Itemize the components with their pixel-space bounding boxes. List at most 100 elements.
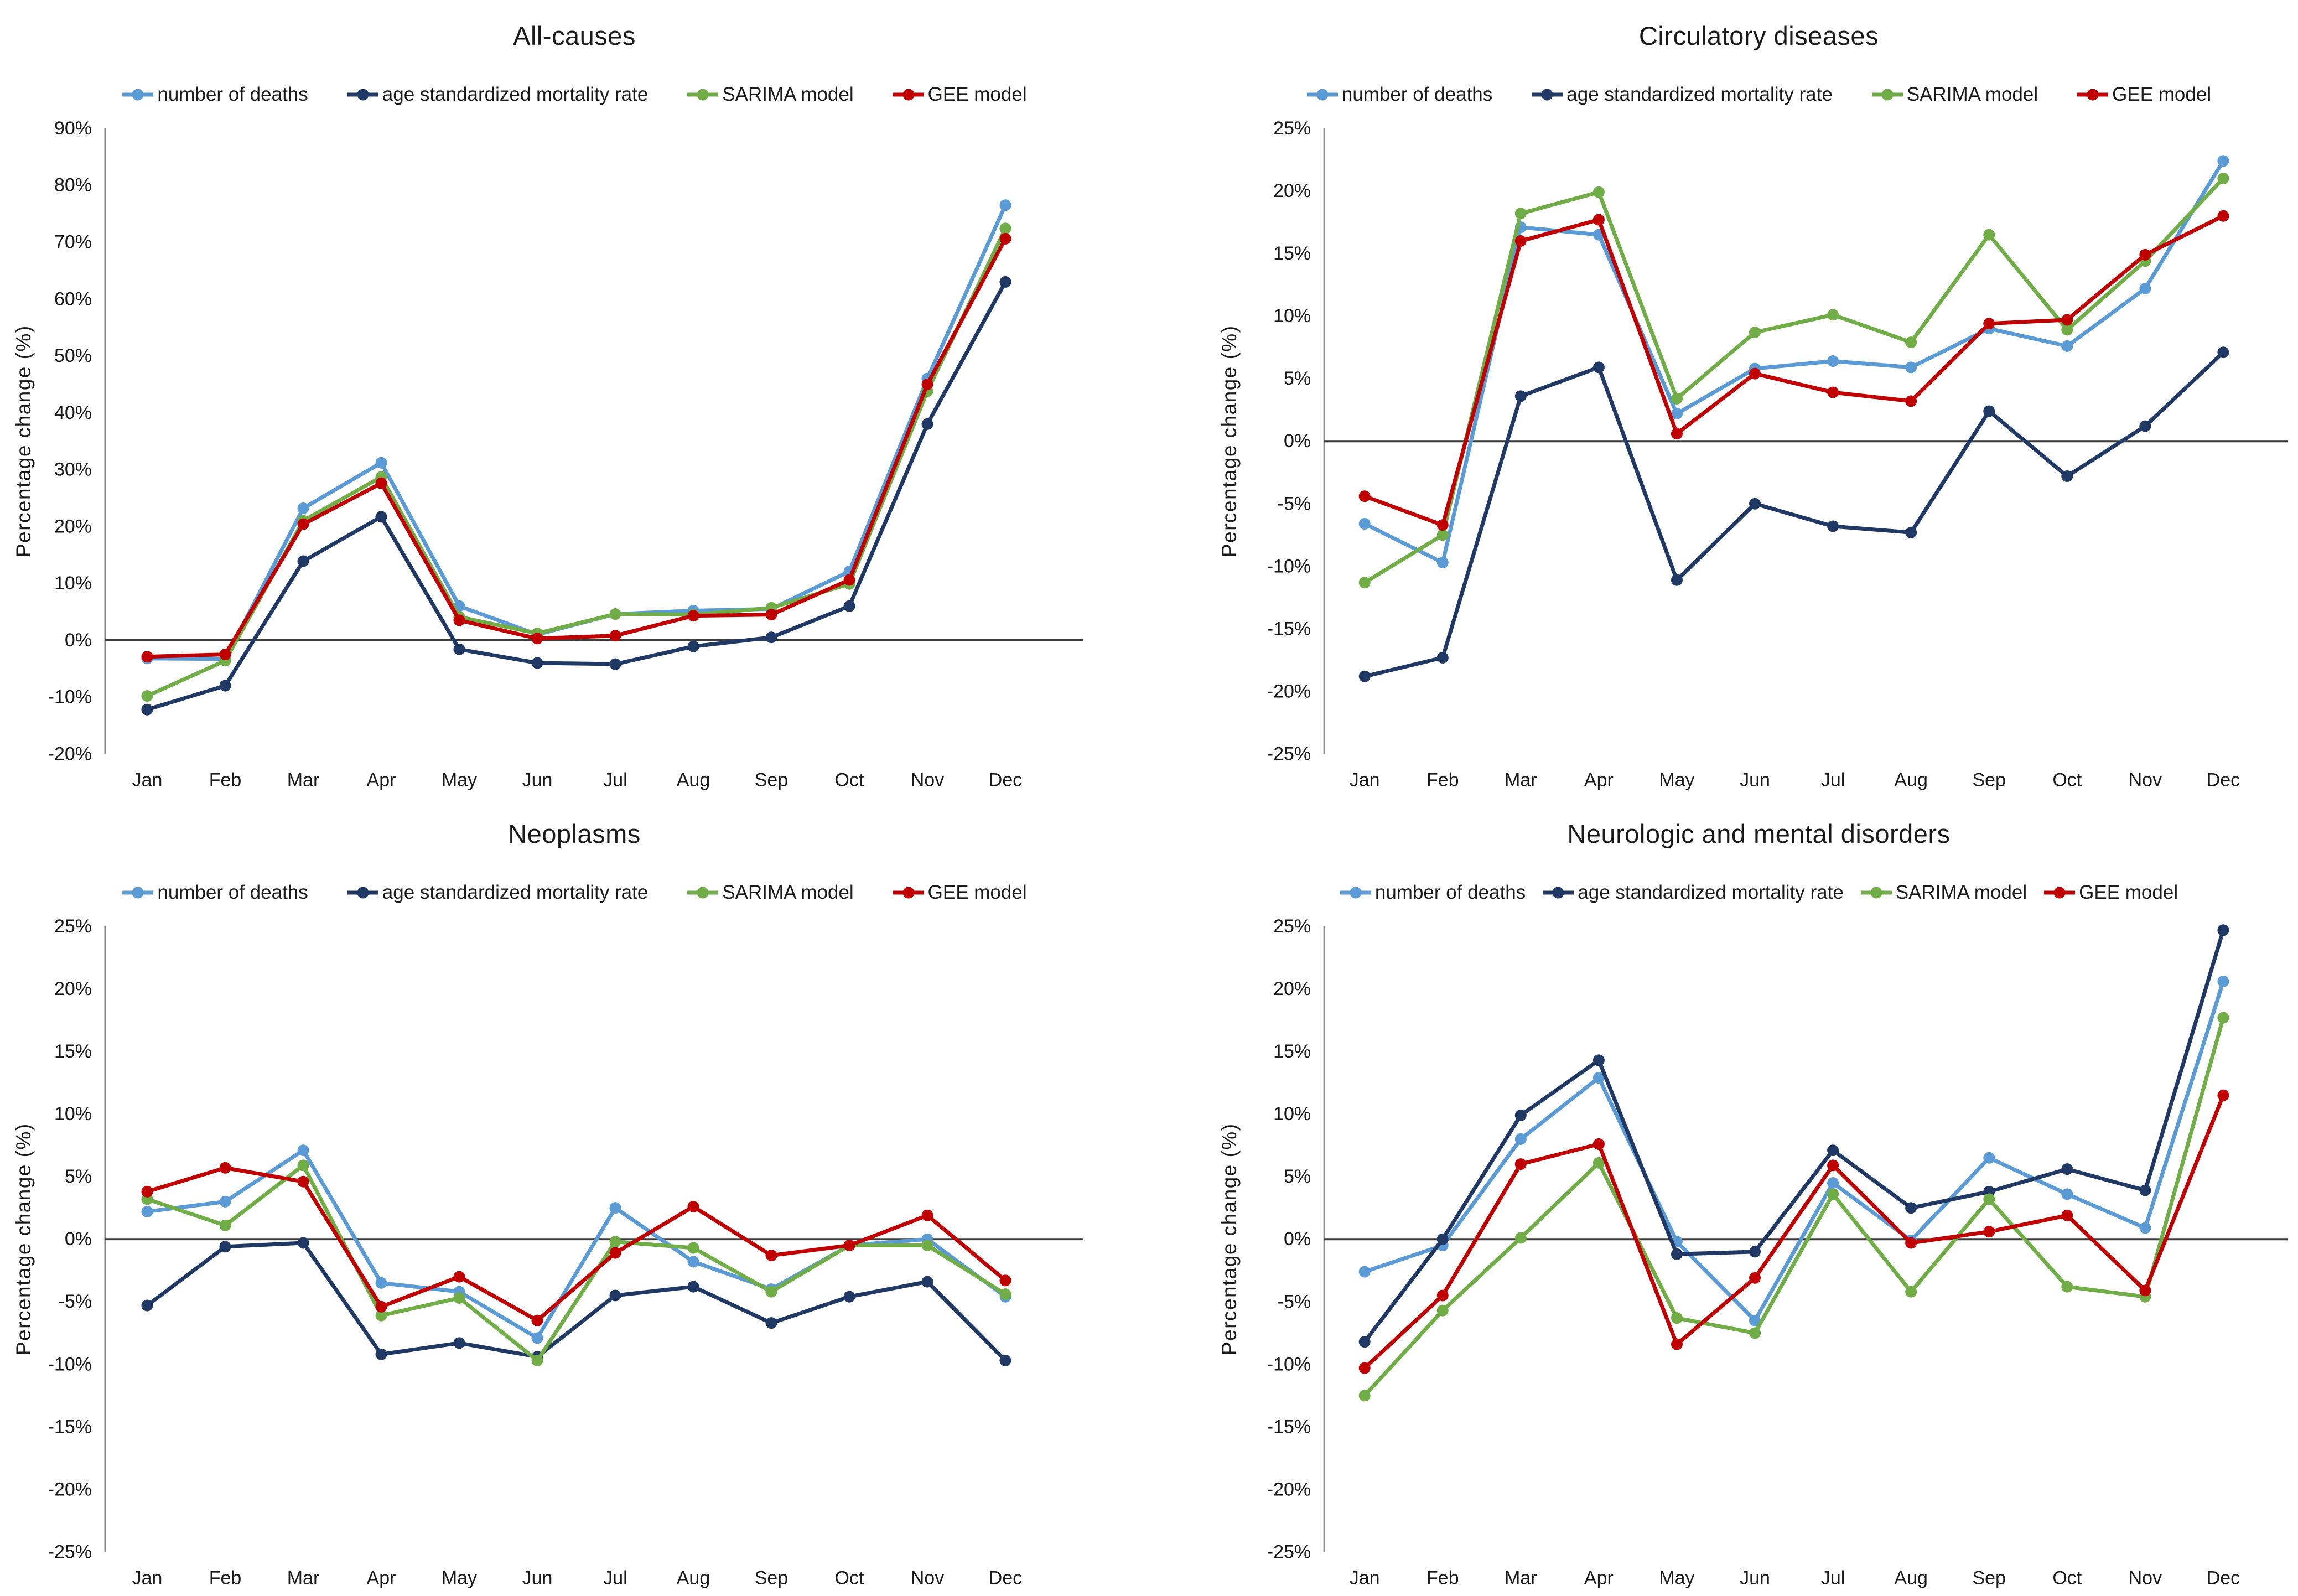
data-point-number-of-deaths [1827, 355, 1839, 367]
panel-title: Neoplasms [508, 819, 641, 849]
legend-line-marker-icon [1860, 887, 1892, 899]
legend-item-number-of-deaths: number of deaths [122, 882, 308, 904]
x-tick-label: Jun [522, 1567, 553, 1588]
x-tick-label: Nov [2129, 769, 2162, 790]
data-point-age-standardized-mortality-rate [765, 631, 777, 643]
y-tick-label: 5% [1284, 368, 1311, 389]
series-line-age-standardized-mortality-rate [1362, 927, 2226, 1344]
data-point-gee-model [297, 1175, 309, 1188]
data-point-age-standardized-mortality-rate [141, 703, 153, 716]
data-point-number-of-deaths [219, 1195, 231, 1208]
panel-title: Circulatory diseases [1638, 21, 1879, 51]
data-point-gee-model [1827, 386, 1839, 398]
y-tick-label: -25% [1267, 1541, 1311, 1562]
legend-label: number of deaths [1374, 881, 1526, 903]
x-tick-label: Jul [1821, 769, 1845, 790]
data-point-sarima-model [1749, 1326, 1761, 1339]
x-tick-label: Jun [522, 769, 553, 790]
data-point-number-of-deaths [2139, 1222, 2151, 1234]
data-point-number-of-deaths [1358, 517, 1371, 530]
series-line-sarima-model [145, 1163, 1008, 1362]
data-point-gee-model [1905, 395, 1917, 407]
x-tick-label: Mar [287, 769, 320, 790]
data-point-sarima-model [999, 222, 1011, 235]
legend-line-marker-icon [347, 89, 378, 101]
data-point-age-standardized-mortality-rate [2139, 1184, 2151, 1196]
data-point-number-of-deaths [1592, 1071, 1605, 1084]
data-point-gee-model [453, 614, 465, 626]
legend-item-age-standardized-mortality-rate: age standardized mortality rate [1542, 882, 1844, 904]
y-tick-label: 0% [1284, 1229, 1311, 1250]
data-point-gee-model [219, 648, 231, 660]
data-point-gee-model [1983, 317, 1995, 329]
y-tick-label: 60% [54, 288, 92, 309]
data-point-age-standardized-mortality-rate [843, 1291, 855, 1303]
legend-item-gee-model: GEE model [2077, 84, 2211, 106]
legend-item-sarima-model: SARIMA model [1871, 84, 2038, 106]
x-tick-label: Jul [603, 1567, 627, 1588]
data-point-gee-model [2217, 1089, 2229, 1101]
data-point-number-of-deaths [999, 199, 1011, 211]
legend-label: GEE model [2112, 83, 2212, 105]
data-point-age-standardized-mortality-rate [219, 1240, 231, 1252]
data-point-gee-model [1358, 490, 1371, 502]
x-tick-label: Oct [2052, 1567, 2082, 1588]
y-tick-label: -25% [1267, 743, 1311, 764]
data-point-age-standardized-mortality-rate [1905, 1201, 1917, 1214]
data-point-gee-model [609, 629, 621, 641]
data-point-gee-model [2217, 210, 2229, 222]
y-tick-label: -10% [1267, 556, 1311, 577]
data-point-number-of-deaths [1436, 556, 1449, 568]
data-point-age-standardized-mortality-rate [921, 418, 933, 430]
data-point-sarima-model [1827, 309, 1839, 320]
chart-plot-area: 25% 20% 15% 10% 5% 0% -5% -10% -15% -20% -25% Perce… [1149, 915, 2298, 1596]
chart-plot-area: 25% 20% 15% 10% 5% 0% -5% -10% -15% -20% -25% Perce… [1149, 117, 2298, 798]
x-tick-label: Oct [835, 1567, 864, 1588]
data-point-age-standardized-mortality-rate [219, 680, 231, 692]
data-point-number-of-deaths [531, 1332, 543, 1344]
data-point-gee-model [297, 518, 309, 530]
x-tick-label: Apr [367, 769, 396, 790]
y-tick-label: -15% [1267, 618, 1311, 639]
legend-line-marker-icon [2077, 89, 2109, 101]
x-tick-label: Apr [1584, 769, 1614, 790]
x-tick-label: Dec [2207, 769, 2240, 790]
data-point-gee-model [999, 232, 1011, 245]
data-point-gee-model [141, 1185, 153, 1198]
data-point-sarima-model [999, 1288, 1011, 1300]
legend-item-gee-model: GEE model [893, 882, 1027, 904]
data-point-sarima-model [1436, 528, 1449, 541]
x-tick-label: Oct [835, 769, 864, 790]
series-line-gee-model [1362, 214, 2226, 527]
series-line-sarima-model [1362, 1015, 2226, 1397]
x-tick-label: Aug [1894, 1567, 1928, 1588]
data-point-sarima-model [687, 1242, 699, 1254]
x-tick-label: Feb [209, 1567, 242, 1588]
data-point-gee-model [921, 378, 933, 390]
data-point-number-of-deaths [141, 1205, 153, 1217]
data-point-number-of-deaths [687, 1256, 699, 1268]
x-tick-label: Jul [603, 769, 627, 790]
legend-line-marker-icon [687, 89, 719, 101]
x-tick-label: Apr [367, 1567, 396, 1588]
data-point-gee-model [1592, 1138, 1605, 1150]
legend-dot [1541, 89, 1553, 101]
data-point-age-standardized-mortality-rate [1671, 1248, 1683, 1260]
legend-line-marker-icon [1340, 887, 1371, 899]
data-point-number-of-deaths [2061, 1188, 2073, 1200]
data-point-gee-model [2061, 314, 2073, 326]
data-point-gee-model [765, 1249, 777, 1261]
data-point-age-standardized-mortality-rate [1749, 1245, 1761, 1257]
data-point-gee-model [141, 650, 153, 662]
y-tick-label: 5% [1284, 1166, 1311, 1187]
y-axis-title: Percentage change (%) [12, 1123, 35, 1355]
data-point-age-standardized-mortality-rate [765, 1317, 777, 1329]
data-point-age-standardized-mortality-rate [1358, 1335, 1371, 1348]
y-tick-label: -20% [1267, 681, 1311, 702]
data-point-number-of-deaths [2217, 154, 2229, 167]
y-tick-label: 10% [54, 573, 92, 594]
data-point-age-standardized-mortality-rate [1436, 1233, 1449, 1245]
data-point-age-standardized-mortality-rate [2139, 420, 2151, 432]
data-point-sarima-model [1749, 326, 1761, 338]
legend-label: number of deaths [157, 83, 308, 105]
